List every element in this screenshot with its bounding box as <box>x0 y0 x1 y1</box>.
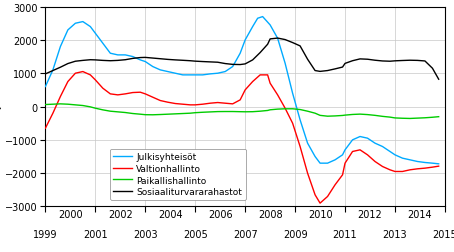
Paikallishallinto <box>158 114 163 117</box>
Valtionhallinto <box>158 100 163 103</box>
Julkisyhteisöt <box>436 163 441 166</box>
Sosiaaliturvararahastot <box>317 71 323 74</box>
Sosiaaliturvararahastot <box>58 67 63 70</box>
Paikallishallinto <box>325 115 331 118</box>
Julkisyhteisöt <box>150 66 156 69</box>
Julkisyhteisöt <box>325 162 331 165</box>
Sosiaaliturvararahastot <box>436 78 441 81</box>
Valtionhallinto <box>222 102 228 105</box>
Sosiaaliturvararahastot <box>215 61 220 65</box>
Paikallishallinto <box>73 104 78 107</box>
Sosiaaliturvararahastot <box>150 57 156 60</box>
Paikallishallinto <box>58 103 63 106</box>
Sosiaaliturvararahastot <box>65 63 70 66</box>
Sosiaaliturvararahastot <box>275 37 280 40</box>
Valtionhallinto <box>43 127 48 130</box>
Sosiaaliturvararahastot <box>325 70 331 73</box>
Paikallishallinto <box>436 116 441 119</box>
Line: Valtionhallinto: Valtionhallinto <box>45 72 439 203</box>
Line: Julkisyhteisöt: Julkisyhteisöt <box>45 18 439 164</box>
Valtionhallinto <box>65 81 70 84</box>
Valtionhallinto <box>325 195 331 198</box>
Valtionhallinto <box>58 96 63 99</box>
Paikallishallinto <box>317 114 323 117</box>
Line: Sosiaaliturvararahastot: Sosiaaliturvararahastot <box>45 39 439 80</box>
Valtionhallinto <box>317 202 323 205</box>
Julkisyhteisöt <box>65 29 70 32</box>
Legend: Julkisyhteisöt, Valtionhallinto, Paikallishallinto, Sosiaaliturvararahastot: Julkisyhteisöt, Valtionhallinto, Paikall… <box>110 149 246 200</box>
Paikallishallinto <box>407 117 413 120</box>
Paikallishallinto <box>222 111 228 114</box>
Valtionhallinto <box>436 165 441 168</box>
Paikallishallinto <box>65 103 70 106</box>
Valtionhallinto <box>80 71 86 74</box>
Y-axis label: milj. €: milj. € <box>0 92 2 122</box>
Sosiaaliturvararahastot <box>43 73 48 76</box>
Julkisyhteisöt <box>260 16 266 19</box>
Valtionhallinto <box>332 183 338 186</box>
Julkisyhteisöt <box>215 72 220 75</box>
Julkisyhteisöt <box>58 46 63 49</box>
Paikallishallinto <box>43 104 48 107</box>
Julkisyhteisöt <box>43 86 48 89</box>
Line: Paikallishallinto: Paikallishallinto <box>45 104 439 119</box>
Julkisyhteisöt <box>317 162 323 165</box>
